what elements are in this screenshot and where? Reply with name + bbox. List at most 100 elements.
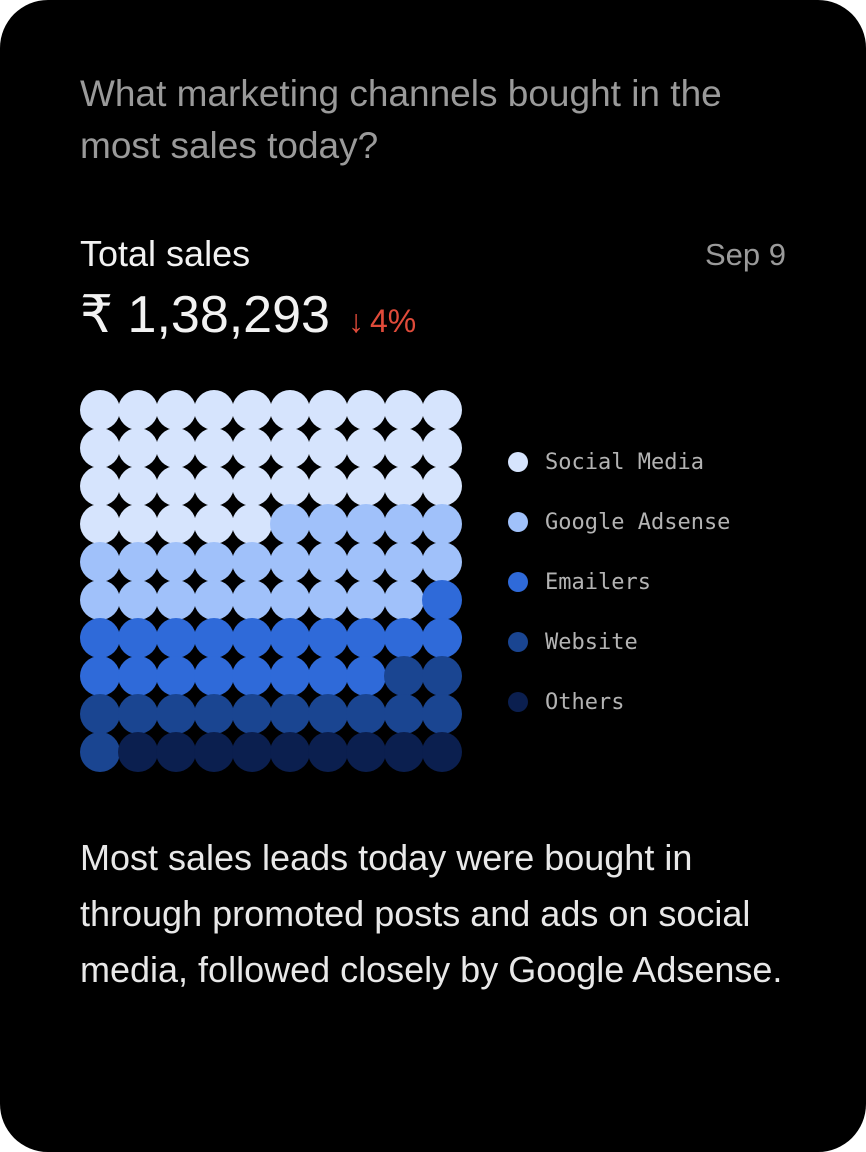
grid-intersection-marker [192, 730, 198, 736]
grid-intersection-marker [192, 578, 198, 584]
legend-label: Others [545, 689, 625, 715]
waffle-dot-social-media [232, 466, 272, 506]
legend-label: Website [545, 629, 638, 655]
waffle-dot-google-adsense [156, 580, 196, 620]
grid-intersection-marker [268, 616, 274, 622]
legend-swatch [508, 632, 528, 652]
grid-intersection-marker [230, 464, 236, 470]
total-sales-row: ₹ 1,38,293 ↓ 4% [80, 284, 416, 346]
grid-intersection-marker [154, 730, 160, 736]
grid-intersection-marker [382, 654, 388, 660]
waffle-dot-others [118, 732, 158, 772]
waffle-dot-google-adsense [232, 580, 272, 620]
insight-summary: Most sales leads today were bought in th… [80, 837, 783, 990]
waffle-dot-google-adsense [308, 542, 348, 582]
legend-item-emailers: Emailers [508, 552, 828, 612]
grid-intersection-marker [268, 502, 274, 508]
waffle-dot-social-media [232, 390, 272, 430]
waffle-dot-social-media [118, 466, 158, 506]
legend-item-others: Others [508, 672, 828, 732]
grid-intersection-marker [154, 578, 160, 584]
waffle-dot-website [194, 694, 234, 734]
grid-intersection-marker [230, 692, 236, 698]
waffle-dot-social-media [308, 428, 348, 468]
waffle-dot-website [156, 694, 196, 734]
grid-intersection-marker [306, 502, 312, 508]
grid-intersection-marker [192, 692, 198, 698]
waffle-dot-emailers [80, 656, 120, 696]
waffle-dot-google-adsense [422, 504, 462, 544]
grid-intersection-marker [268, 730, 274, 736]
waffle-dot-social-media [80, 504, 120, 544]
grid-intersection-marker [192, 502, 198, 508]
waffle-dot-others [232, 732, 272, 772]
grid-intersection-marker [344, 540, 350, 546]
waffle-dot-google-adsense [194, 542, 234, 582]
grid-intersection-marker [344, 616, 350, 622]
waffle-dot-social-media [346, 466, 386, 506]
grid-intersection-marker [116, 426, 122, 432]
grid-intersection-marker [268, 578, 274, 584]
grid-intersection-marker [154, 464, 160, 470]
waffle-dot-social-media [308, 390, 348, 430]
waffle-dot-website [384, 694, 424, 734]
grid-intersection-marker [268, 692, 274, 698]
waffle-dot-google-adsense [80, 580, 120, 620]
waffle-dot-google-adsense [308, 504, 348, 544]
grid-intersection-marker [116, 692, 122, 698]
waffle-dot-website [384, 656, 424, 696]
grid-intersection-marker [344, 464, 350, 470]
waffle-dot-google-adsense [384, 504, 424, 544]
waffle-dot-emailers [384, 618, 424, 658]
waffle-dot-others [422, 732, 462, 772]
grid-intersection-marker [230, 730, 236, 736]
grid-intersection-marker [154, 540, 160, 546]
grid-intersection-marker [268, 540, 274, 546]
waffle-dot-emailers [232, 618, 272, 658]
waffle-dot-social-media [270, 466, 310, 506]
waffle-dot-social-media [118, 504, 158, 544]
grid-intersection-marker [306, 426, 312, 432]
waffle-dot-google-adsense [270, 580, 310, 620]
grid-intersection-marker [344, 654, 350, 660]
report-date: Sep 9 [704, 237, 786, 272]
waffle-dot-google-adsense [346, 542, 386, 582]
waffle-dot-google-adsense [232, 542, 272, 582]
grid-intersection-marker [268, 426, 274, 432]
waffle-dot-google-adsense [422, 542, 462, 582]
waffle-dot-emailers [232, 656, 272, 696]
legend-item-google-adsense: Google Adsense [508, 492, 828, 552]
grid-intersection-marker [420, 654, 426, 660]
waffle-chart [80, 390, 462, 772]
legend-swatch [508, 512, 528, 532]
waffle-dot-emailers [308, 656, 348, 696]
waffle-dot-social-media [156, 504, 196, 544]
waffle-dot-emailers [194, 656, 234, 696]
grid-intersection-marker [116, 730, 122, 736]
grid-intersection-marker [192, 616, 198, 622]
grid-intersection-marker [192, 654, 198, 660]
waffle-dot-google-adsense [118, 580, 158, 620]
grid-intersection-marker [230, 578, 236, 584]
waffle-dot-emailers [80, 618, 120, 658]
grid-intersection-marker [116, 464, 122, 470]
waffle-dot-google-adsense [346, 580, 386, 620]
grid-intersection-marker [344, 730, 350, 736]
waffle-dot-google-adsense [156, 542, 196, 582]
grid-intersection-marker [268, 654, 274, 660]
waffle-dot-website [80, 694, 120, 734]
waffle-dot-others [156, 732, 196, 772]
waffle-dot-google-adsense [270, 542, 310, 582]
legend-swatch [508, 452, 528, 472]
waffle-dot-others [270, 732, 310, 772]
waffle-dot-social-media [156, 390, 196, 430]
waffle-dot-emailers [270, 618, 310, 658]
waffle-dot-emailers [422, 618, 462, 658]
waffle-dot-emailers [346, 656, 386, 696]
grid-intersection-marker [420, 426, 426, 432]
grid-intersection-marker [420, 692, 426, 698]
waffle-dot-google-adsense [118, 542, 158, 582]
waffle-dot-website [80, 732, 120, 772]
grid-intersection-marker [192, 540, 198, 546]
legend-label: Social Media [545, 449, 704, 475]
